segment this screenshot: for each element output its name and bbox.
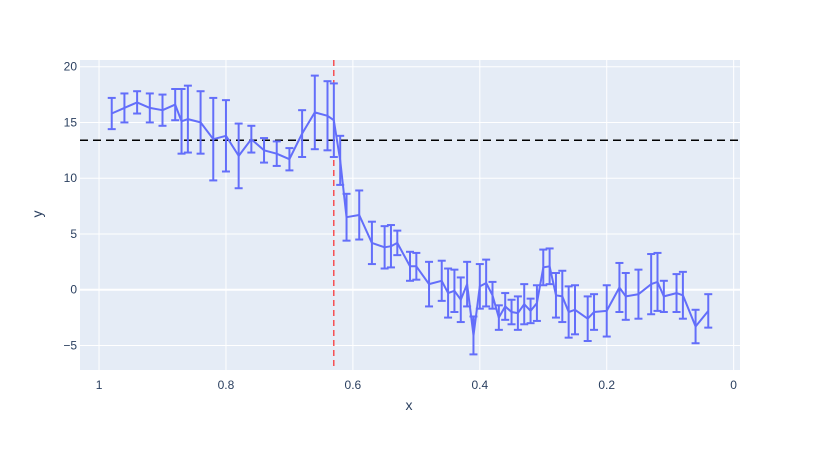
x-tick-label: 0.8 (218, 378, 235, 392)
y-tick-label: 5 (70, 227, 77, 241)
x-tick-label: 0.2 (598, 378, 615, 392)
y-axis-ticks: −5 0 5 10 15 20 (63, 60, 77, 353)
plot-area (80, 60, 740, 370)
x-tick-label: 0 (730, 378, 737, 392)
x-tick-label: 0.4 (471, 378, 488, 392)
y-tick-label: 20 (64, 60, 78, 74)
y-tick-label: −5 (63, 338, 77, 352)
x-axis-ticks: 1 0.8 0.6 0.4 0.2 0 (96, 378, 738, 392)
y-tick-label: 15 (64, 115, 78, 129)
x-tick-label: 0.6 (345, 378, 362, 392)
y-tick-label: 0 (70, 283, 77, 297)
y-tick-label: 10 (64, 171, 78, 185)
x-axis-title: x (406, 397, 413, 413)
x-tick-label: 1 (96, 378, 103, 392)
y-axis-title: y (29, 211, 45, 218)
